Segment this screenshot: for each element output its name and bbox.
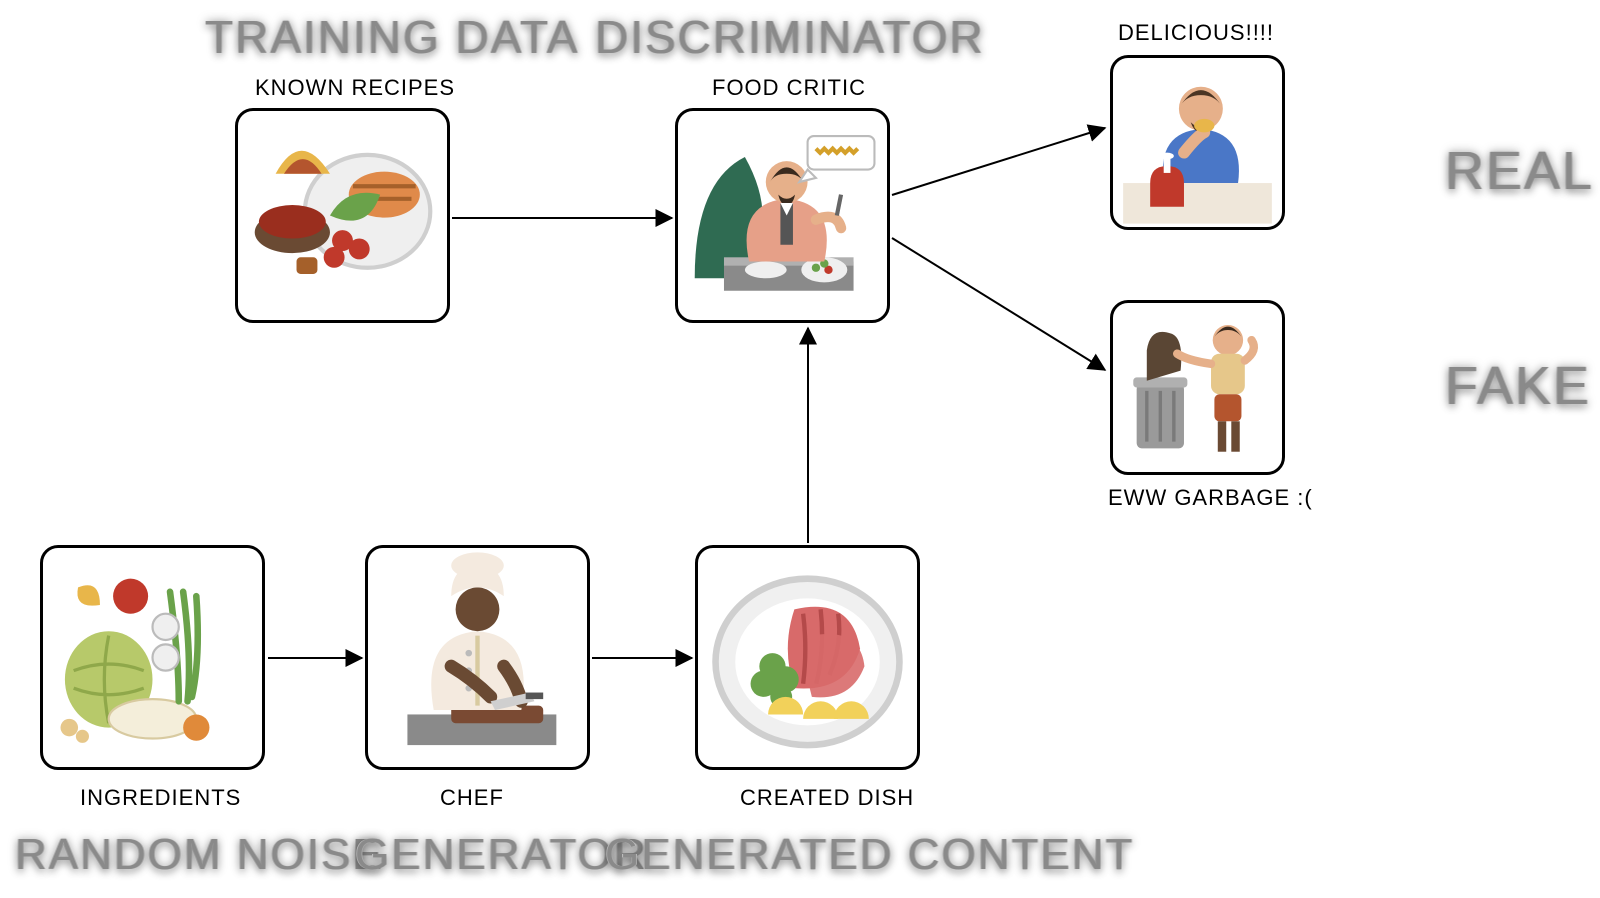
fish-plate-icon [698,548,917,767]
biglabel-discriminator: DISCRIMINATOR [595,10,985,64]
label-food-critic: FOOD CRITIC [712,75,866,101]
vegetables-icon [43,548,262,767]
edge-discriminator-to-fake_output [892,238,1105,370]
biglabel-random-noise: RANDOM NOISE [15,830,384,880]
chef-cutting-icon [368,548,587,767]
label-delicious: DELICIOUS!!!! [1118,20,1274,46]
label-chef: CHEF [440,785,504,811]
food-critic-icon [678,111,887,320]
biglabel-generator: GENERATOR [355,830,648,880]
biglabel-real: REAL [1445,140,1594,202]
person-eating-icon [1113,58,1282,227]
biglabel-training-data: TRAINING DATA [205,10,579,64]
node-training-data [235,108,450,323]
biglabel-fake: FAKE [1445,355,1591,417]
label-ingredients: INGREDIENTS [80,785,241,811]
node-random-noise [40,545,265,770]
edge-discriminator-to-real_output [892,128,1105,195]
label-created-dish: CREATED DISH [740,785,914,811]
node-fake-output [1110,300,1285,475]
diagram-stage: KNOWN RECIPES FOOD CRITIC DELICIOUS!!!! … [0,0,1600,898]
trash-person-icon [1113,303,1282,472]
label-eww-garbage: EWW GARBAGE :( [1108,485,1313,511]
node-real-output [1110,55,1285,230]
node-discriminator [675,108,890,323]
node-generated-content [695,545,920,770]
node-generator [365,545,590,770]
biglabel-generated-content: GENERATED CONTENT [605,830,1134,880]
label-known-recipes: KNOWN RECIPES [255,75,455,101]
food-plates-icon [238,111,447,320]
